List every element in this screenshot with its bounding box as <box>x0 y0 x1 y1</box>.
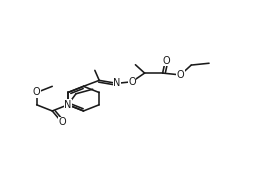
Text: O: O <box>128 77 136 87</box>
Text: O: O <box>59 117 67 127</box>
Text: N: N <box>64 100 72 110</box>
Text: O: O <box>177 70 184 80</box>
Text: O: O <box>33 87 41 98</box>
Text: O: O <box>162 56 170 66</box>
Text: N: N <box>113 78 120 88</box>
